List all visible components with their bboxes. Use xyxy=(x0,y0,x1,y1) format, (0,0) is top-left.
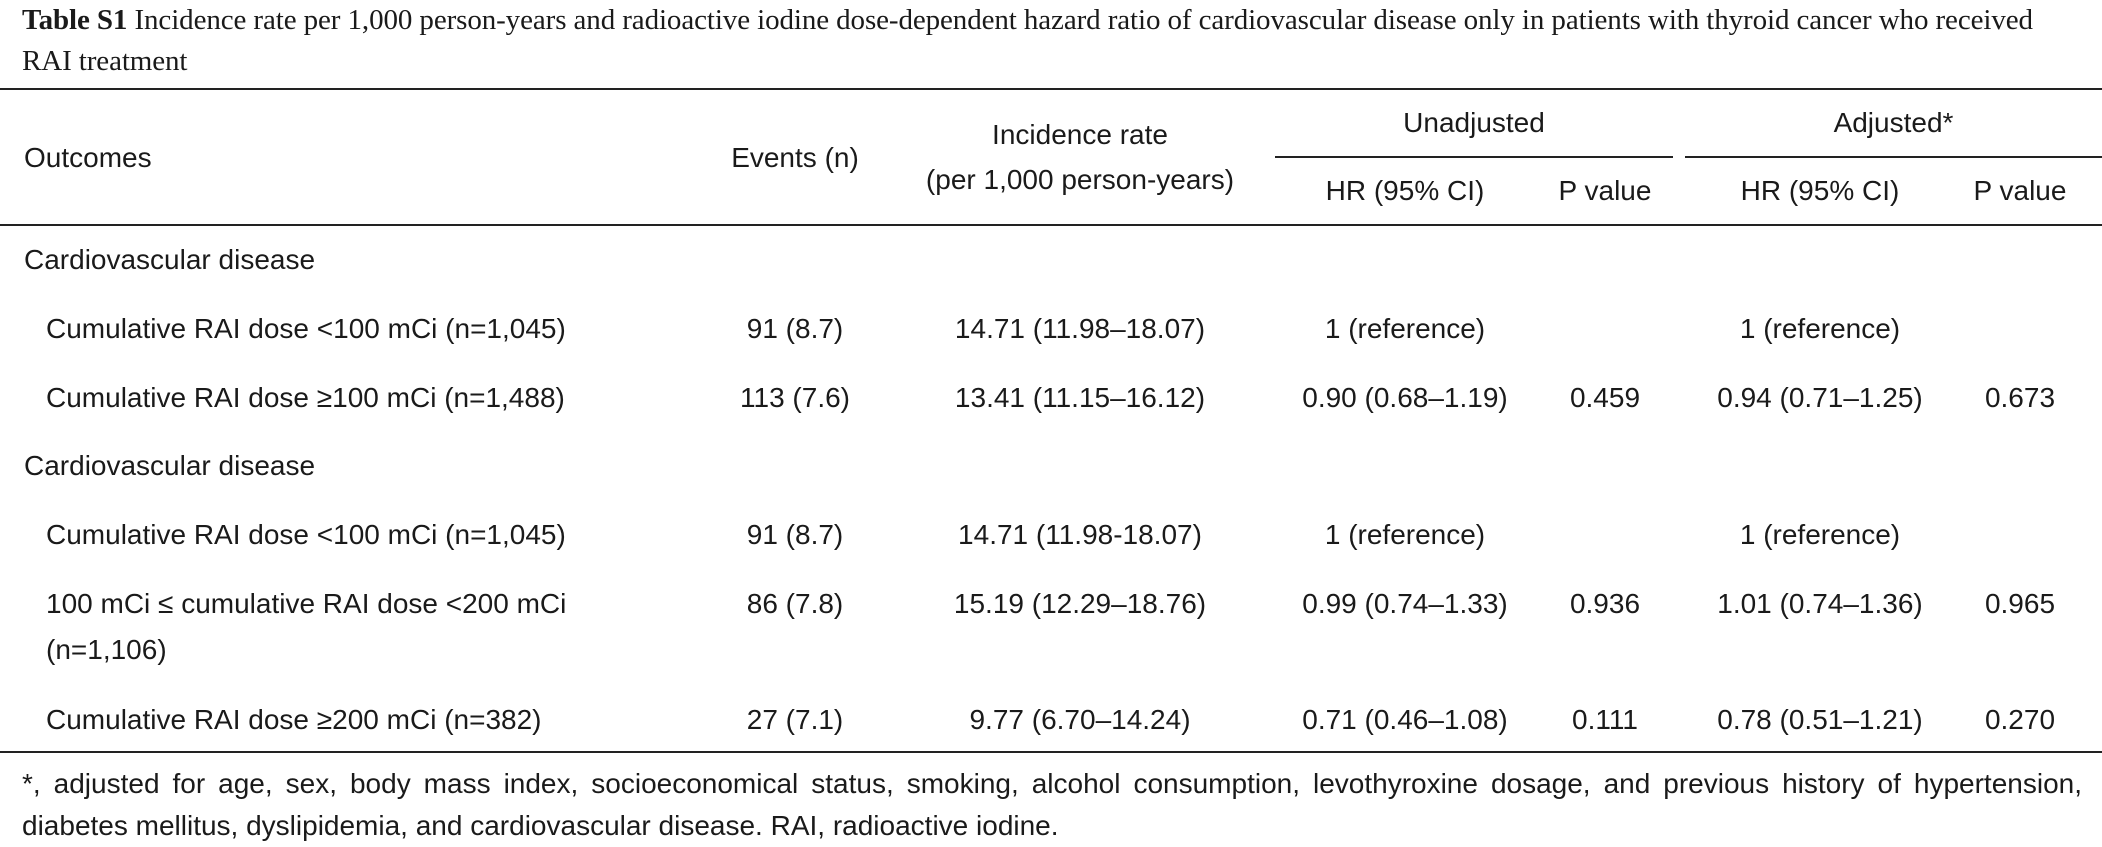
row-events: 113 (7.6) xyxy=(740,382,850,413)
header-bottom-rule xyxy=(0,224,2102,226)
row-label: Cumulative RAI dose <100 mCi (n=1,045) xyxy=(46,519,566,550)
row-label-continued: (n=1,106) xyxy=(46,634,167,665)
row-events: 27 (7.1) xyxy=(746,704,844,735)
header-events: Events (n) xyxy=(731,142,859,173)
row-hr-unadjusted: 0.99 (0.74–1.33) xyxy=(1302,588,1508,619)
row-hr-adjusted: 1.01 (0.74–1.36) xyxy=(1717,588,1923,619)
row-incidence: 13.41 (11.15–16.12) xyxy=(954,382,1206,413)
header-hr-unadjusted: HR (95% CI) xyxy=(1325,175,1485,206)
table-label: Table S1 xyxy=(22,4,128,36)
row-incidence: 15.19 (12.29–18.76) xyxy=(953,588,1207,619)
row-hr-adjusted: 0.78 (0.51–1.21) xyxy=(1717,704,1923,735)
row-label: Cumulative RAI dose ≥100 mCi (n=1,488) xyxy=(46,382,565,413)
row-hr-adjusted: 1 (reference) xyxy=(1739,519,1901,550)
row-p-unadjusted: 0.111 xyxy=(1572,704,1638,735)
adjusted-rule xyxy=(1685,156,2102,158)
unadjusted-rule xyxy=(1275,156,1673,158)
header-hr-adjusted: HR (95% CI) xyxy=(1740,175,1900,206)
row-hr-adjusted: 1 (reference) xyxy=(1739,313,1901,344)
row-label: Cumulative RAI dose ≥200 mCi (n=382) xyxy=(46,704,542,735)
row-p-unadjusted: 0.936 xyxy=(1569,588,1641,619)
row-hr-adjusted: 0.94 (0.71–1.25) xyxy=(1717,382,1923,413)
section-title: Cardiovascular disease xyxy=(24,450,316,481)
header-p-unadjusted: P value xyxy=(1558,175,1652,206)
section-title: Cardiovascular disease xyxy=(24,244,316,275)
header-unadjusted: Unadjusted xyxy=(1403,107,1545,138)
row-incidence: 14.71 (11.98–18.07) xyxy=(954,313,1206,344)
row-hr-unadjusted: 0.90 (0.68–1.19) xyxy=(1302,382,1508,413)
table-bottom-rule xyxy=(0,751,2102,753)
row-hr-unadjusted: 1 (reference) xyxy=(1324,519,1486,550)
row-label: Cumulative RAI dose <100 mCi (n=1,045) xyxy=(46,313,566,344)
row-hr-unadjusted: 1 (reference) xyxy=(1324,313,1486,344)
table-footnote: *, adjusted for age, sex, body mass inde… xyxy=(22,768,2082,841)
row-events: 91 (8.7) xyxy=(746,519,844,550)
header-p-adjusted: P value xyxy=(1973,175,2067,206)
row-events: 86 (7.8) xyxy=(746,588,844,619)
row-label: 100 mCi ≤ cumulative RAI dose <200 mCi xyxy=(46,588,567,619)
header-incidence-line1: Incidence rate xyxy=(992,119,1168,150)
row-p-adjusted: 0.673 xyxy=(1984,382,2056,413)
row-hr-unadjusted: 0.71 (0.46–1.08) xyxy=(1302,704,1508,735)
header-outcomes: Outcomes xyxy=(24,142,152,173)
row-incidence: 14.71 (11.98-18.07) xyxy=(958,519,1202,550)
row-p-unadjusted: 0.459 xyxy=(1569,382,1641,413)
table-caption-text: Incidence rate per 1,000 person-years an… xyxy=(22,4,2033,77)
top-rule xyxy=(0,88,2102,90)
header-adjusted: Adjusted* xyxy=(1833,107,1954,138)
header-incidence-line2: (per 1,000 person-years) xyxy=(925,164,1235,195)
row-incidence: 9.77 (6.70–14.24) xyxy=(969,704,1191,735)
row-p-adjusted: 0.270 xyxy=(1984,704,2056,735)
row-events: 91 (8.7) xyxy=(746,313,844,344)
row-p-adjusted: 0.965 xyxy=(1984,588,2056,619)
table-caption: Table S1 Incidence rate per 1,000 person… xyxy=(22,0,2082,82)
